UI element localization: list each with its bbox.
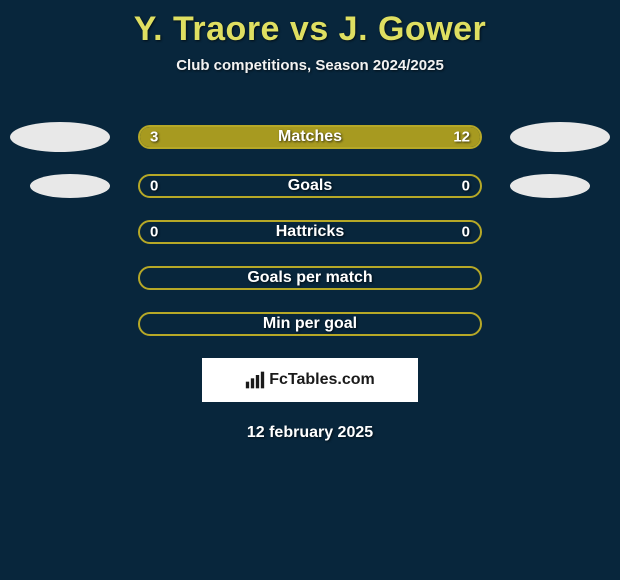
stat-row: 00Goals — [0, 174, 620, 198]
logo-text: FcTables.com — [269, 371, 375, 389]
chart-icon — [245, 371, 265, 389]
page-title: Y. Traore vs J. Gower — [0, 0, 620, 49]
stat-row: Min per goal — [0, 312, 620, 336]
stat-label: Goals per match — [140, 269, 480, 287]
stats-container: 312Matches 00Goals 00Hattricks Goals per ma… — [0, 122, 620, 336]
stat-row: 00Hattricks — [0, 220, 620, 244]
team-badge-left — [30, 174, 110, 198]
stat-label: Hattricks — [140, 223, 480, 241]
stat-row: 312Matches — [0, 122, 620, 152]
stat-bar: 00Hattricks — [138, 220, 482, 244]
stat-bar: Min per goal — [138, 312, 482, 336]
team-badge-left — [10, 122, 110, 152]
stat-row: Goals per match — [0, 266, 620, 290]
stat-bar: Goals per match — [138, 266, 482, 290]
stat-label: Matches — [140, 128, 480, 146]
stat-bar: 312Matches — [138, 125, 482, 149]
team-badge-right — [510, 122, 610, 152]
date-line: 12 february 2025 — [0, 424, 620, 442]
stat-label: Min per goal — [140, 315, 480, 333]
logo-box: FcTables.com — [202, 358, 418, 402]
page-subtitle: Club competitions, Season 2024/2025 — [0, 57, 620, 74]
team-badge-right — [510, 174, 590, 198]
stat-bar: 00Goals — [138, 174, 482, 198]
stat-label: Goals — [140, 177, 480, 195]
